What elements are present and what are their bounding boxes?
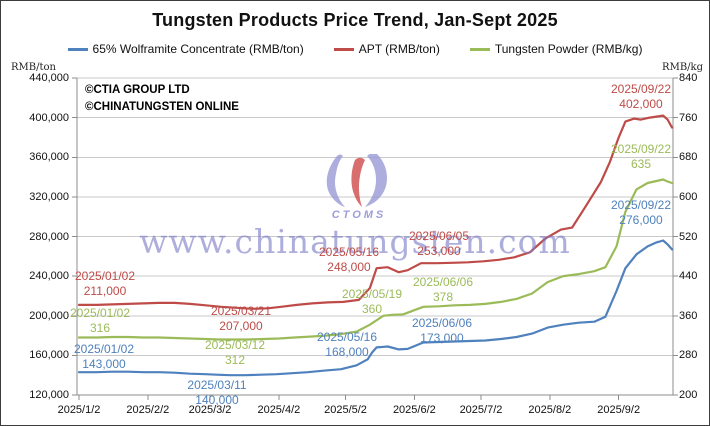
right-axis-unit-label: RMB/kg [662, 62, 703, 73]
chart-title: Tungsten Products Price Trend, Jan-Sept … [152, 10, 558, 30]
legend-label-apt: APT (RMB/ton) [358, 42, 440, 56]
copyright-notice: ©CTIA GROUP LTD ©CHINATUNGSTEN ONLINE [85, 82, 239, 116]
legend-item-apt: APT (RMB/ton) [333, 42, 440, 56]
legend-label-wolframite: 65% Wolframite Concentrate (RMB/ton) [92, 42, 304, 56]
series-line-powder [77, 178, 674, 341]
series-line-apt [77, 114, 674, 310]
powder-line-swatch-icon [469, 47, 490, 51]
legend-item-powder: Tungsten Powder (RMB/kg) [469, 42, 643, 56]
legend-label-powder: Tungsten Powder (RMB/kg) [494, 42, 643, 56]
series-line-wolframite [77, 239, 674, 377]
legend-item-wolframite: 65% Wolframite Concentrate (RMB/ton) [67, 42, 304, 56]
wolframite-line-swatch-icon [67, 47, 88, 51]
copyright-line-1: ©CTIA GROUP LTD [85, 84, 190, 96]
left-axis-unit-label: RMB/ton [11, 62, 56, 73]
apt-line-swatch-icon [333, 47, 354, 51]
legend: 65% Wolframite Concentrate (RMB/ton) APT… [1, 42, 709, 56]
copyright-line-2: ©CHINATUNGSTEN ONLINE [85, 101, 239, 113]
